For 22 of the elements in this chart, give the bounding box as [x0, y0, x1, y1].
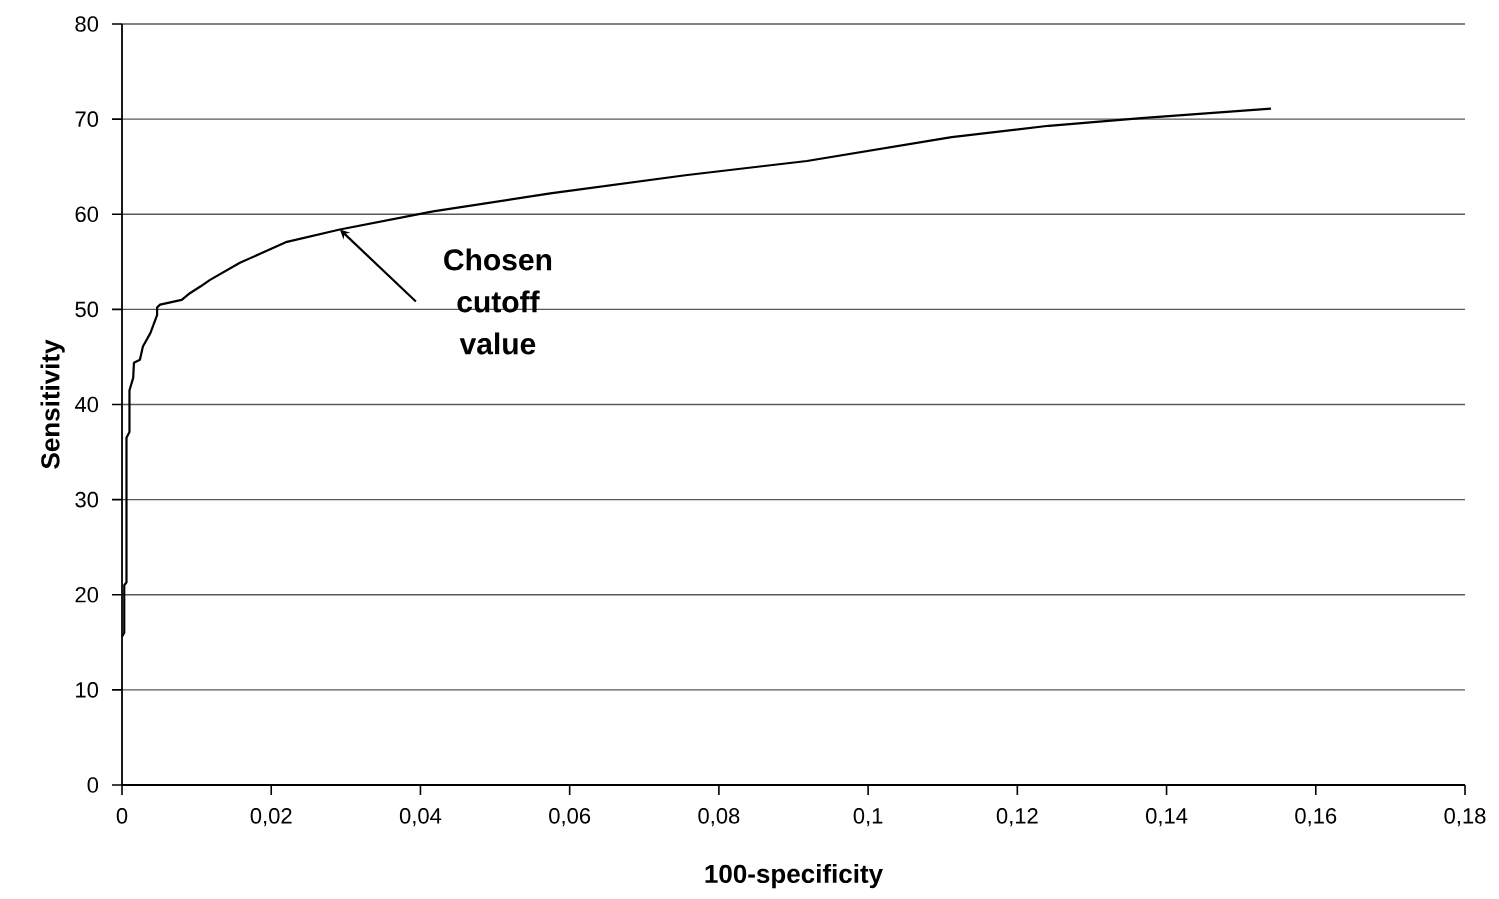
annotation: Chosen cutoff value	[444, 248, 552, 355]
y-tick-label: 20	[75, 586, 99, 603]
x-tick-label: 0	[116, 808, 128, 824]
x-tick-label: 0,06	[549, 808, 591, 827]
x-tick-label: 0,04	[399, 808, 442, 827]
y-tick-label: 70	[75, 111, 99, 127]
x-tick-label: 0,18	[1444, 808, 1486, 827]
x-axis-title: 100-specificity	[705, 863, 883, 889]
x-tick-label: 0,16	[1295, 808, 1337, 827]
y-tick-label: 40	[74, 396, 99, 413]
y-axis-title: Sensitivity	[40, 339, 65, 469]
y-tick-label: 0	[87, 777, 99, 793]
x-tick-label: 0,1	[853, 808, 883, 827]
x-tick-label: 0,08	[698, 808, 740, 827]
y-tick-label: 10	[76, 682, 99, 698]
y-tick-label: 60	[75, 206, 99, 223]
x-tick-label: 0,12	[996, 808, 1038, 827]
y-tick-label: 30	[75, 491, 99, 508]
y-tick-label: 80	[75, 16, 99, 32]
y-tick-label: 50	[75, 301, 99, 318]
x-tick-label: 0,14	[1146, 808, 1188, 827]
x-tick-label: 0,02	[250, 808, 292, 827]
